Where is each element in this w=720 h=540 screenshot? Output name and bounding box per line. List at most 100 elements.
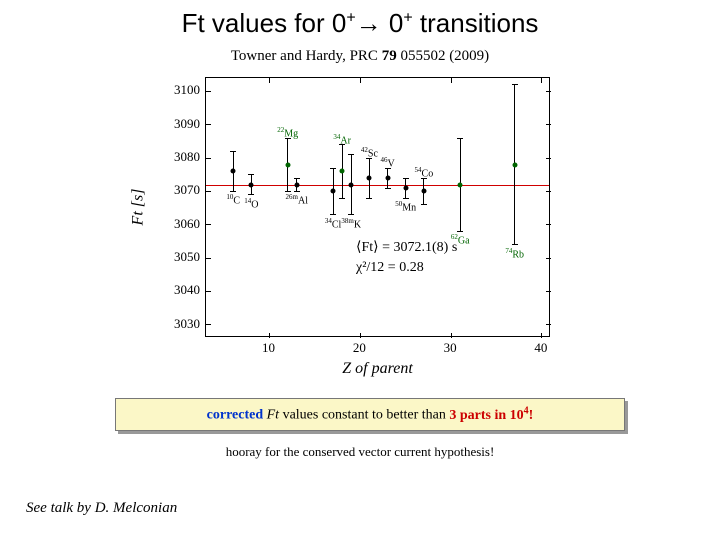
xtick xyxy=(541,78,542,83)
ytick-label: 3060 xyxy=(150,216,200,232)
error-cap xyxy=(385,188,391,189)
xtick xyxy=(360,78,361,83)
ref-pre: Towner and Hardy, PRC xyxy=(231,48,382,64)
ytick-label: 3030 xyxy=(150,316,200,332)
point-label: 34Ar xyxy=(333,133,351,146)
data-point xyxy=(285,162,290,167)
ytick xyxy=(546,124,551,125)
data-point xyxy=(294,182,299,187)
point-label: 50Mn xyxy=(395,200,416,213)
data-point xyxy=(231,169,236,174)
ytick-label: 3040 xyxy=(150,282,200,298)
ytick xyxy=(546,258,551,259)
data-point xyxy=(512,162,517,167)
xtick xyxy=(541,333,542,338)
stats-box: ⟨Ft⟩ = 3072.1(8) sχ²/12 = 0.28 xyxy=(356,238,457,277)
xtick xyxy=(451,333,452,338)
stats-chi2: χ²/12 = 0.28 xyxy=(356,258,457,278)
reference-line: Towner and Hardy, PRC 79 055502 (2009) xyxy=(0,48,720,65)
hooray-line: hooray for the conserved vector current … xyxy=(0,444,720,460)
x-axis-label: Z of parent xyxy=(205,360,550,378)
error-cap xyxy=(512,84,518,85)
corrected-box: corrected Ft values constant to better t… xyxy=(115,398,625,431)
data-point xyxy=(249,182,254,187)
ytick-label: 3090 xyxy=(150,116,200,132)
xtick xyxy=(269,333,270,338)
data-point xyxy=(349,182,354,187)
point-label: 54Co xyxy=(415,166,434,179)
data-point xyxy=(403,186,408,191)
slide-title: Ft values for 0+→ 0+ transitions xyxy=(0,8,720,39)
ytick xyxy=(546,91,551,92)
error-cap xyxy=(403,178,409,179)
ytick xyxy=(206,291,211,292)
point-label: 38mK xyxy=(341,217,361,230)
point-label: 46V xyxy=(380,156,394,169)
error-cap xyxy=(348,154,354,155)
ytick-label: 3070 xyxy=(150,182,200,198)
footnote: See talk by D. Melconian xyxy=(26,500,177,517)
data-point xyxy=(331,189,336,194)
point-label: 42Sc xyxy=(361,146,378,159)
data-point xyxy=(340,169,345,174)
data-point xyxy=(385,176,390,181)
corrected-word: corrected xyxy=(207,408,263,423)
xtick xyxy=(360,333,361,338)
data-point xyxy=(458,182,463,187)
ytick xyxy=(546,191,551,192)
ytick xyxy=(206,124,211,125)
xtick-label: 40 xyxy=(534,340,547,356)
ref-post: 055502 (2009) xyxy=(397,48,490,64)
title-sup2: + xyxy=(403,9,412,26)
ref-vol: 79 xyxy=(382,48,397,64)
ytick xyxy=(546,324,551,325)
title-arrow: → xyxy=(356,8,382,38)
error-cap xyxy=(330,214,336,215)
error-cap xyxy=(339,198,345,199)
xtick-label: 10 xyxy=(262,340,275,356)
point-label: 26mAl xyxy=(286,193,308,206)
stats-mean: ⟨Ft⟩ = 3072.1(8) s xyxy=(356,238,457,258)
point-label: 22Mg xyxy=(277,126,298,139)
xtick xyxy=(269,78,270,83)
point-label: 10C xyxy=(226,193,240,206)
error-cap xyxy=(421,204,427,205)
title-end: transitions xyxy=(413,8,539,38)
error-cap xyxy=(230,191,236,192)
ytick xyxy=(206,324,211,325)
error-cap xyxy=(512,244,518,245)
title-sup1: + xyxy=(346,9,355,26)
xtick xyxy=(451,78,452,83)
ytick xyxy=(206,158,211,159)
mean-line xyxy=(206,185,549,186)
error-cap xyxy=(403,198,409,199)
error-cap xyxy=(366,198,372,199)
title-tail: 0 xyxy=(382,8,404,38)
ytick-label: 3100 xyxy=(150,82,200,98)
error-cap xyxy=(230,151,236,152)
xtick-label: 30 xyxy=(444,340,457,356)
ytick xyxy=(206,258,211,259)
error-cap xyxy=(248,174,254,175)
ft-symbol: Ft xyxy=(267,408,279,423)
three-parts: 3 parts in 104! xyxy=(449,408,533,423)
data-point xyxy=(367,176,372,181)
ytick xyxy=(206,224,211,225)
error-cap xyxy=(457,138,463,139)
error-cap xyxy=(294,178,300,179)
plot-area: 10C14O22Mg26mAl34Cl34Ar38mK42Sc46V50Mn54… xyxy=(205,77,550,337)
ytick xyxy=(546,158,551,159)
error-cap xyxy=(285,191,291,192)
data-point xyxy=(421,189,426,194)
ytick-label: 3080 xyxy=(150,149,200,165)
error-cap xyxy=(457,231,463,232)
ytick xyxy=(206,91,211,92)
xtick-label: 20 xyxy=(353,340,366,356)
error-cap xyxy=(330,168,336,169)
point-label: 74Rb xyxy=(505,247,524,260)
error-cap xyxy=(348,214,354,215)
y-axis-label: Ft [s] xyxy=(129,189,147,226)
title-main: Ft values for 0 xyxy=(182,8,347,38)
ytick xyxy=(546,224,551,225)
plot-container: Ft [s] 10C14O22Mg26mAl34Cl34Ar38mK42Sc46… xyxy=(150,72,570,382)
